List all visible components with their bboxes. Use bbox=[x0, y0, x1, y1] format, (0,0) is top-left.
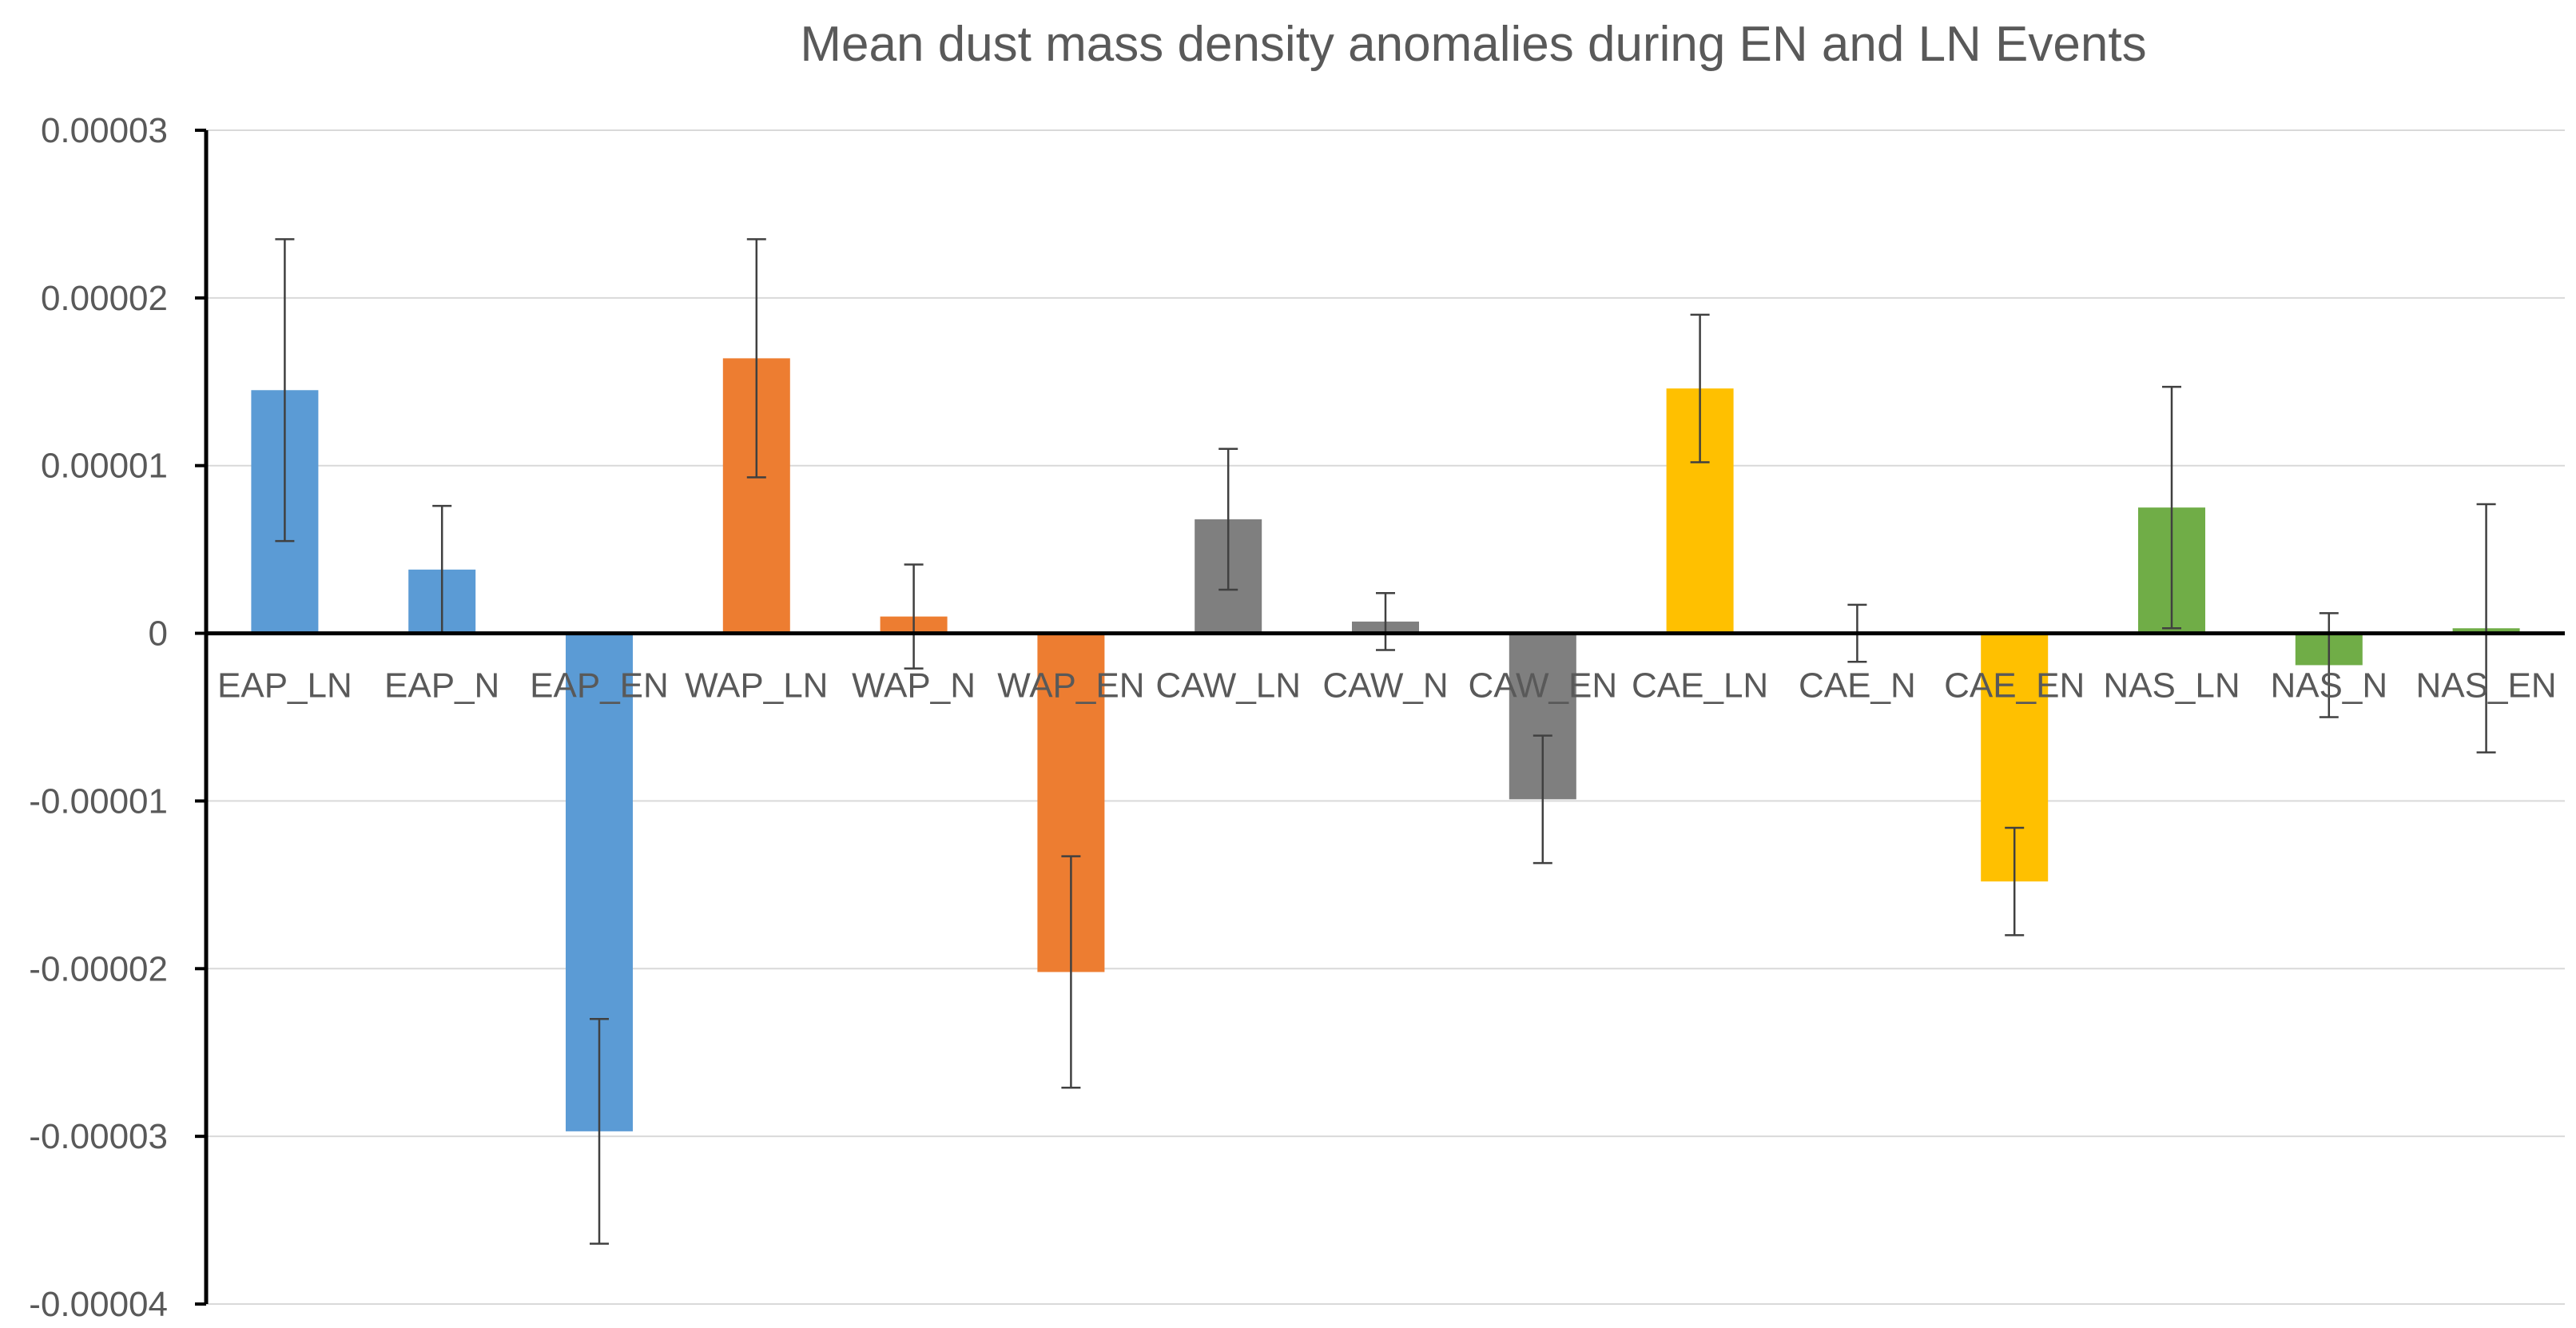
x-tick-label: CAW_EN bbox=[1468, 666, 1617, 706]
x-tick-label: CAE_LN bbox=[1632, 666, 1768, 706]
y-tick-label: 0.00001 bbox=[41, 447, 168, 486]
y-tick-label: -0.00001 bbox=[29, 781, 168, 821]
x-tick-label: WAP_N bbox=[852, 666, 976, 706]
y-tick-label: -0.00003 bbox=[29, 1117, 168, 1156]
y-tick-label: -0.00002 bbox=[29, 949, 168, 988]
x-tick-label: EAP_EN bbox=[530, 666, 669, 706]
x-tick-label: EAP_N bbox=[384, 666, 499, 706]
x-tick-label: CAE_EN bbox=[1944, 666, 2085, 706]
chart-title: Mean dust mass density anomalies during … bbox=[800, 17, 2146, 72]
x-tick-label: WAP_EN bbox=[997, 666, 1144, 706]
x-tick-labels: EAP_LN EAP_N EAP_EN WAP_LN WAP_N WAP_EN CAW_LN… bbox=[217, 666, 2557, 706]
y-tick-label: 0.00002 bbox=[41, 279, 168, 318]
x-tick-label: CAW_N bbox=[1322, 666, 1448, 706]
gridlines bbox=[206, 129, 2565, 1305]
x-tick-label: CAE_N bbox=[1799, 666, 1916, 706]
x-tick-label: CAW_LN bbox=[1155, 666, 1301, 706]
axes bbox=[195, 129, 2565, 1306]
y-tick-labels: 0.00003 0.00002 0.00001 0 -0.00001 -0.00002 -0… bbox=[29, 111, 168, 1324]
x-tick-label: NAS_N bbox=[2270, 666, 2387, 706]
x-tick-label: NAS_LN bbox=[2103, 666, 2240, 706]
x-tick-label: WAP_LN bbox=[685, 666, 828, 706]
x-tick-label: NAS_EN bbox=[2416, 666, 2557, 706]
y-tick-label: 0 bbox=[149, 614, 168, 654]
y-tick-label: -0.00004 bbox=[29, 1285, 168, 1324]
bars bbox=[251, 358, 2520, 1131]
y-tick-label: 0.00003 bbox=[41, 111, 168, 150]
x-tick-label: EAP_LN bbox=[217, 666, 352, 706]
